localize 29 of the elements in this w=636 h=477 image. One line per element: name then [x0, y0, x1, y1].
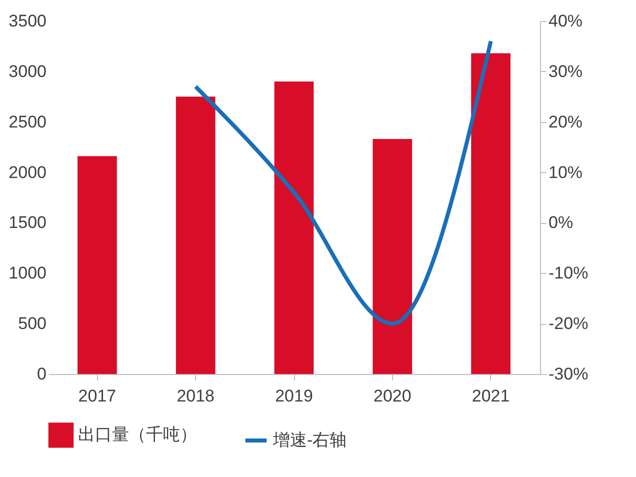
line-series — [194, 39, 493, 326]
y-tick-label: 3500 — [8, 12, 46, 30]
x-tick-label: 2017 — [78, 386, 116, 406]
x-tick-label: 2018 — [176, 386, 215, 406]
legend-label: 增速-右轴 — [272, 430, 347, 450]
y-tick-label: 3000 — [8, 62, 46, 81]
y2-tick-label: -30% — [548, 364, 588, 384]
y-tick-label: 0 — [37, 364, 46, 384]
y2-tick-label: -20% — [548, 314, 588, 334]
y-tick-label: 500 — [18, 314, 46, 334]
bar — [274, 82, 314, 374]
y-tick-label: 1000 — [8, 264, 46, 283]
bar — [78, 156, 117, 374]
y-tick-label: 1500 — [8, 213, 46, 232]
y2-tick-label: 0% — [548, 213, 574, 232]
y2-tick-label: 10% — [548, 162, 583, 182]
y2-tick-label: 40% — [548, 12, 583, 30]
y-tick-label: 2500 — [8, 112, 46, 132]
x-tick-label: 2019 — [275, 386, 313, 406]
y-tick-label: 2000 — [8, 162, 46, 182]
legend-label: 出口量（千吨） — [78, 425, 197, 444]
bar — [176, 96, 216, 374]
x-tick-label: 2021 — [472, 386, 510, 406]
bar — [372, 139, 412, 374]
x-tick-label: 2020 — [373, 386, 412, 406]
y2-tick-label: 30% — [548, 62, 583, 81]
bar — [471, 53, 510, 374]
y2-tick-label: 20% — [548, 112, 583, 132]
y2-tick-label: -10% — [548, 264, 588, 283]
